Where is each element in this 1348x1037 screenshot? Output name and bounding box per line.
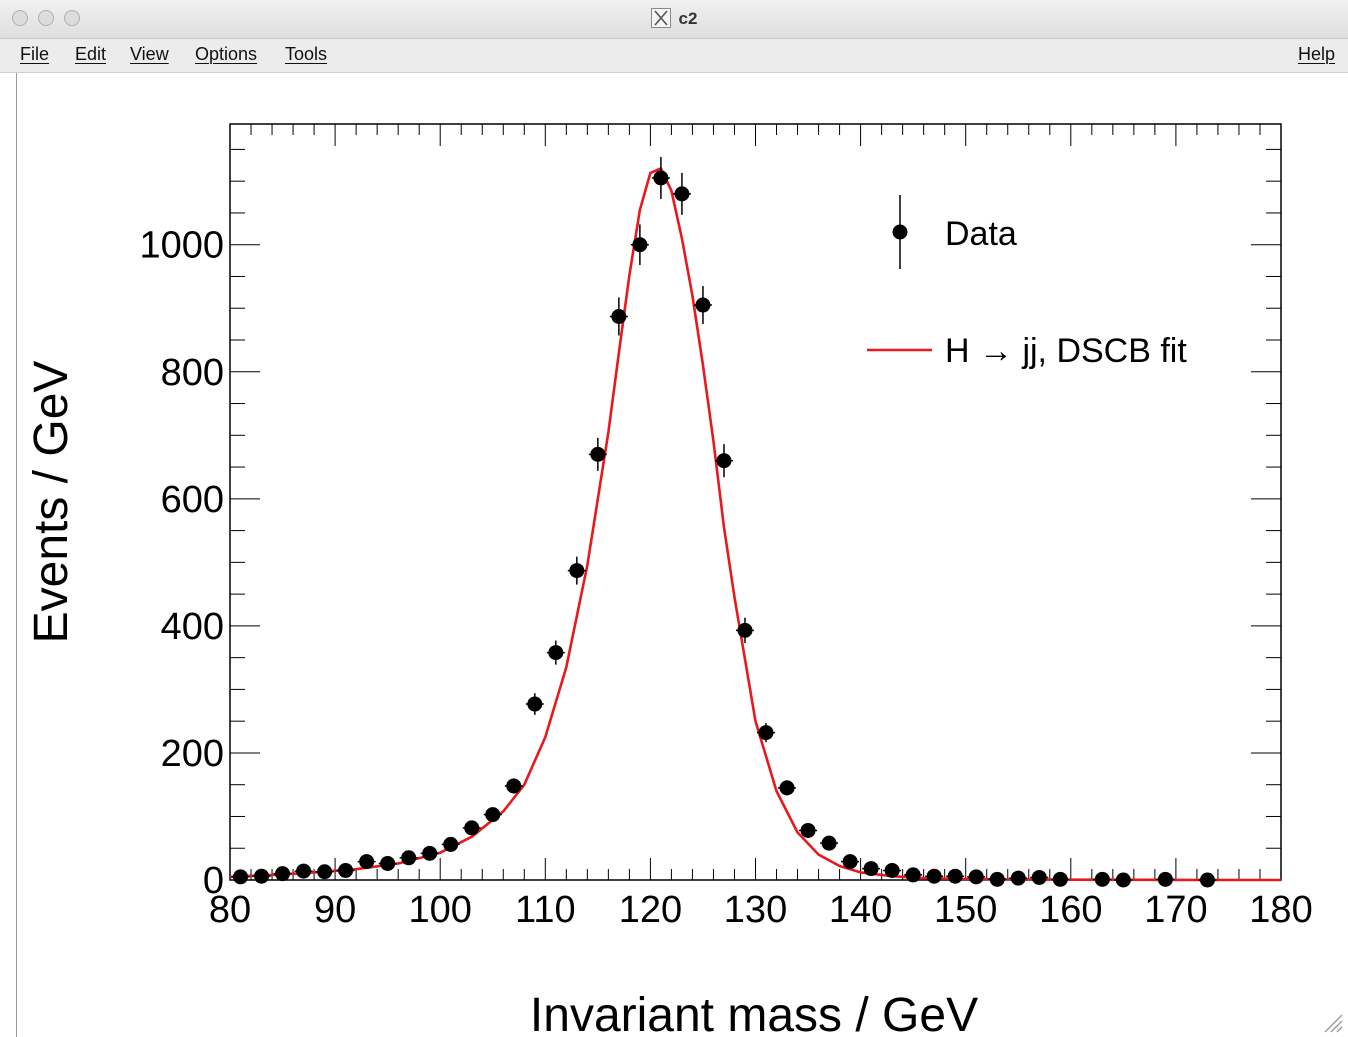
minimize-window-button[interactable] [38, 10, 54, 26]
x-axis-label: Invariant mass / GeV [530, 989, 978, 1037]
data-point [884, 862, 900, 878]
legend-data-label: Data [945, 215, 1017, 253]
x-tick-label: 160 [1039, 889, 1102, 931]
data-point [485, 807, 501, 823]
y-tick-label: 200 [161, 733, 224, 775]
chart: 80 90 100 110 120 130 140 150 160 170 180 0 200 400 60… [25, 123, 1313, 1037]
x-tick-label: 180 [1249, 889, 1312, 931]
legend-fit-label: H → jj, DSCB fit [945, 332, 1187, 370]
x-tick-label: 150 [934, 889, 997, 931]
x-tick-label: 170 [1144, 889, 1207, 931]
y-tick-label: 1000 [139, 225, 224, 267]
data-point [1199, 872, 1215, 888]
data-point [443, 836, 459, 852]
x-tick-label: 110 [515, 889, 576, 931]
x-tick-label: 130 [724, 889, 787, 931]
y-tick-label: 800 [161, 352, 224, 394]
data-point [296, 863, 312, 879]
data-point [506, 778, 522, 794]
data-point [716, 453, 732, 469]
data-point [359, 854, 375, 870]
menu-help[interactable]: Help [1298, 44, 1336, 64]
root-canvas[interactable]: 80 90 100 110 120 130 140 150 160 170 180 0 200 400 60… [16, 73, 1348, 1037]
data-point [842, 854, 858, 870]
axes-group: 80 90 100 110 120 130 140 150 160 170 180 0 200 400 60… [139, 123, 1313, 931]
data-point [1115, 872, 1131, 888]
data-point [1094, 871, 1110, 887]
x-tick-label: 100 [408, 889, 471, 931]
menu-tools[interactable]: Tools [285, 44, 328, 64]
data-point [653, 170, 669, 186]
legend-data-marker [892, 224, 908, 240]
data-point [422, 845, 438, 861]
y-axis-label: Events / GeV [25, 361, 78, 644]
data-point [695, 297, 711, 313]
data-point [737, 622, 753, 638]
data-point [590, 446, 606, 462]
menu-edit[interactable]: Edit [75, 44, 107, 64]
y-tick-label: 600 [161, 479, 224, 521]
menu-options[interactable]: Options [195, 44, 258, 64]
x-tick-label: 80 [209, 889, 251, 931]
data-point [905, 867, 921, 883]
y-tick-label: 400 [161, 606, 224, 648]
data-point [863, 861, 879, 877]
data-point [527, 696, 543, 712]
x-tick-label: 90 [314, 889, 356, 931]
data-point [1157, 871, 1173, 887]
fit-curve-group [229, 167, 1282, 882]
data-point [338, 862, 354, 878]
y-tick-label: 0 [203, 860, 224, 902]
data-point [632, 237, 648, 253]
menu-file[interactable]: File [20, 44, 50, 64]
data-point [233, 869, 249, 885]
fit-curve-line [229, 167, 1282, 882]
data-point [275, 866, 291, 882]
data-point [317, 864, 333, 880]
data-point [1010, 870, 1026, 886]
plot-frame [229, 123, 1282, 881]
data-point [779, 780, 795, 796]
data-point [1031, 869, 1047, 885]
data-point [254, 868, 270, 884]
data-point [968, 869, 984, 885]
close-window-button[interactable] [12, 10, 28, 26]
menu-bar: File Edit View Options Tools Help [0, 39, 1348, 73]
data-point [1052, 871, 1068, 887]
window-title-container: c2 [0, 8, 1348, 29]
data-point [611, 308, 627, 324]
data-point [548, 645, 564, 661]
data-point [947, 868, 963, 884]
x-tick-label: 140 [829, 889, 892, 931]
data-points-group [231, 157, 1217, 888]
data-point [464, 820, 480, 836]
menu-view[interactable]: View [130, 44, 169, 64]
data-point [758, 725, 774, 741]
data-point [380, 855, 396, 871]
resize-grip-icon[interactable] [1321, 1011, 1343, 1033]
window-title: c2 [678, 9, 698, 28]
data-point [569, 563, 585, 579]
data-point [989, 871, 1005, 887]
data-point [821, 835, 837, 851]
data-point [401, 850, 417, 866]
x11-icon [650, 8, 671, 28]
data-point [926, 868, 942, 884]
zoom-window-button[interactable] [64, 10, 80, 26]
data-point [800, 822, 816, 838]
title-bar: c2 [0, 0, 1348, 39]
legend: Data H → jj, DSCB fit [867, 195, 1187, 370]
data-point [674, 186, 690, 202]
x-tick-label: 120 [619, 889, 682, 931]
